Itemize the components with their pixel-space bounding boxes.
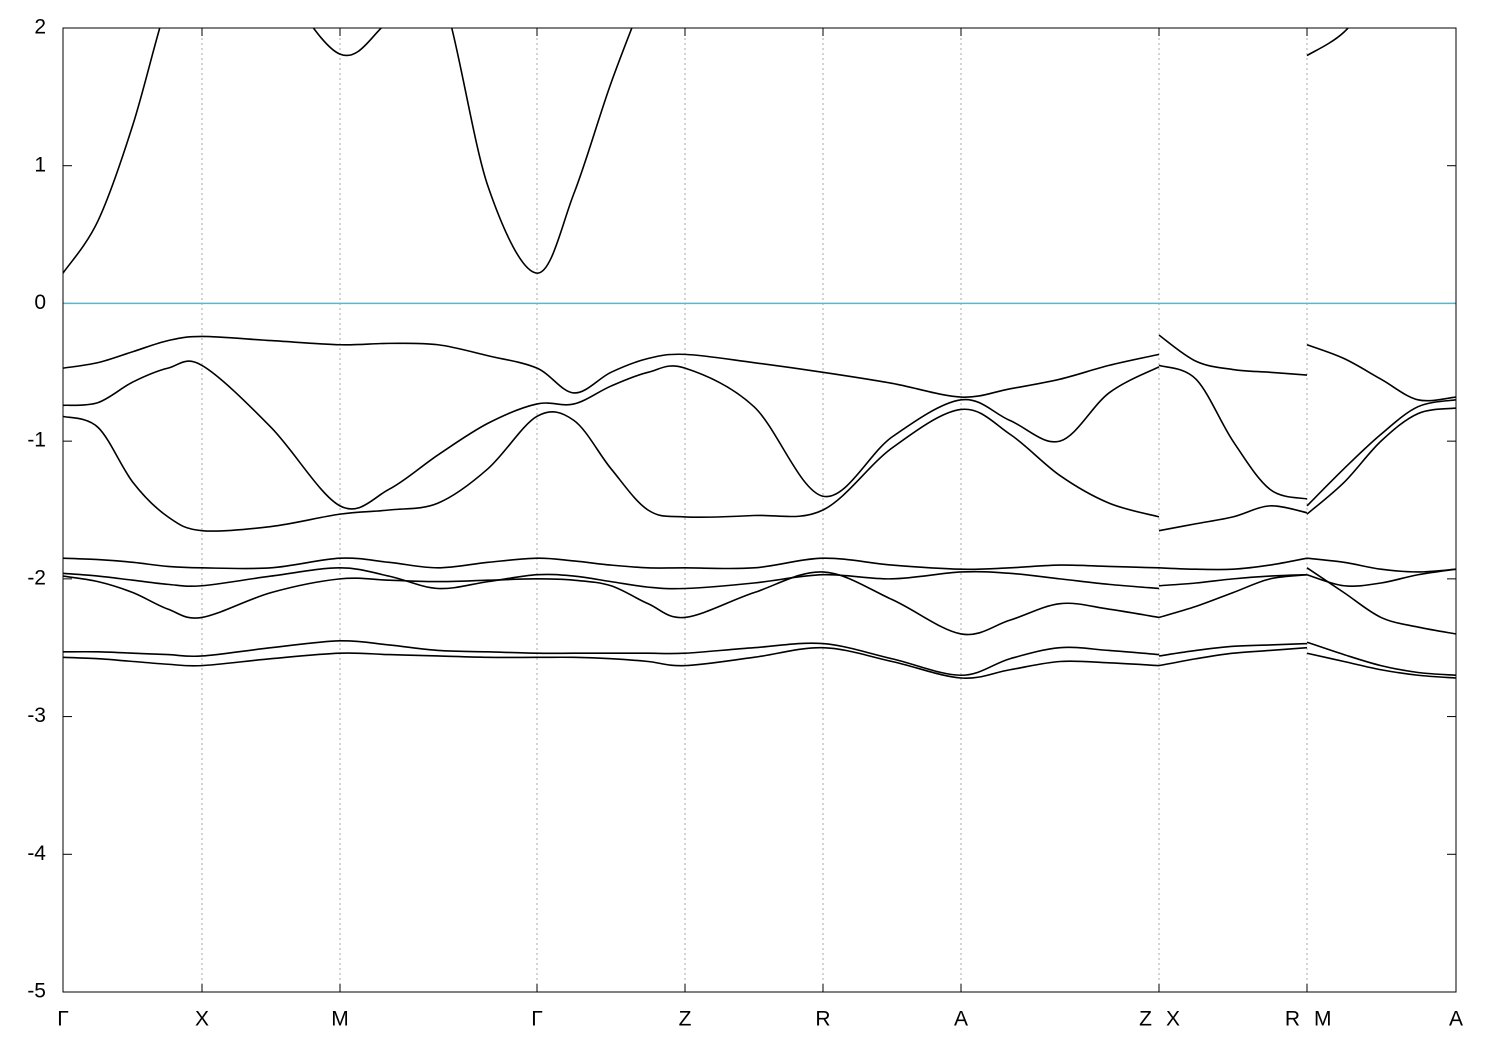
band-line [63, 407, 1456, 532]
band-line [63, 567, 1456, 590]
band [63, 360, 1456, 510]
y-tick-label: -2 [27, 566, 46, 589]
band-line [63, 334, 1456, 402]
x-tick-label: X [195, 1008, 209, 1031]
plot-frame [62, 27, 1457, 993]
x-tick-label: A [1449, 1008, 1463, 1031]
x-tick-label: R [1285, 1008, 1300, 1031]
x-tick-label: X [1166, 1008, 1180, 1031]
band [63, 567, 1456, 590]
band [63, 646, 1456, 679]
y-tick-label: -5 [27, 980, 46, 1003]
band [63, 567, 1456, 636]
band [63, 557, 1456, 573]
x-tick-label: M [331, 1008, 349, 1031]
band-line [63, 640, 1456, 677]
x-tick-label: M [1314, 1008, 1332, 1031]
x-tick-label: Z [679, 1008, 692, 1031]
x-tick-label: R [815, 1008, 830, 1031]
band [63, 407, 1456, 532]
y-tick-label: -4 [27, 842, 46, 865]
x-tick-label: Γ [531, 1008, 543, 1031]
x-tick-label: Γ [57, 1008, 69, 1031]
band [63, 640, 1456, 677]
band-line [63, 360, 1456, 510]
y-tick-label: 0 [34, 291, 46, 314]
band [63, 334, 1456, 402]
band-line [63, 567, 1456, 636]
x-tick-label: Z [1139, 1008, 1152, 1031]
y-tick-label: -1 [27, 429, 46, 452]
band-line [63, 557, 1456, 573]
band-line [63, 646, 1456, 679]
band-line [63, 28, 1350, 274]
y-tick-label: -3 [27, 704, 46, 727]
y-tick-label: 2 [34, 16, 46, 39]
y-tick-label: 1 [34, 153, 46, 176]
band [63, 28, 1350, 274]
x-tick-label: A [954, 1008, 968, 1031]
